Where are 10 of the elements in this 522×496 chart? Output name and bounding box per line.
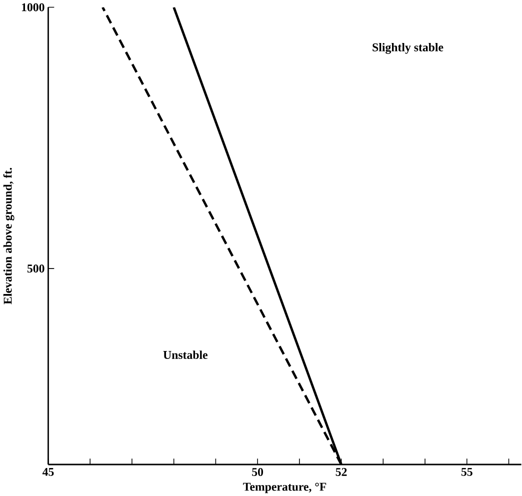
x-tick-label: 50 xyxy=(252,468,264,476)
x-tick-label: 52 xyxy=(336,468,347,476)
x-tick-label: 45 xyxy=(42,468,54,476)
x-axis-title: Temperature, °F xyxy=(243,482,326,493)
annotation: Slightly stable xyxy=(372,42,444,54)
x-tick-label: 55 xyxy=(461,468,472,476)
annotation: Unstable xyxy=(163,350,208,359)
y-axis-title: Elevation above ground, ft. xyxy=(3,168,14,304)
y-tick-label: 1000 xyxy=(22,3,44,12)
y-tick-label: 500 xyxy=(27,264,44,272)
